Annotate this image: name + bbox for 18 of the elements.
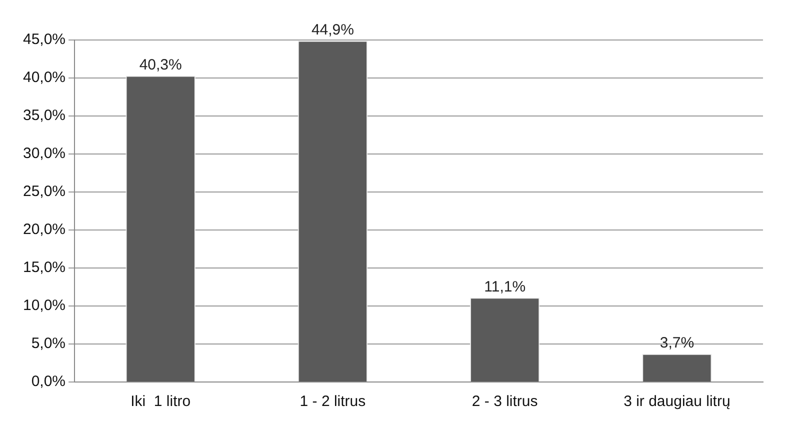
y-tick-label: 0,0% [31,373,66,390]
y-tick-label: 35,0% [22,107,66,124]
x-tick-label: Iki 1 litro [130,393,191,410]
y-tick-label: 30,0% [22,145,66,162]
data-label: 40,3% [139,56,182,74]
y-tick-label: 10,0% [22,297,66,314]
y-tick-label: 25,0% [22,183,66,200]
y-tick-label: 20,0% [22,221,66,238]
x-tick-label: 1 - 2 litrus [300,393,366,410]
y-tick-label: 5,0% [31,335,66,352]
data-label: 3,7% [660,334,694,352]
x-tick-label: 3 ir daugiau litrų [624,393,730,410]
y-tick-label: 15,0% [22,259,66,276]
y-tick-label: 45,0% [22,31,66,48]
y-tick-label: 40,0% [22,69,66,86]
data-label: 44,9% [311,21,354,38]
data-label: 11,1% [484,278,526,296]
x-tick-label: 2 - 3 litrus [472,393,538,410]
